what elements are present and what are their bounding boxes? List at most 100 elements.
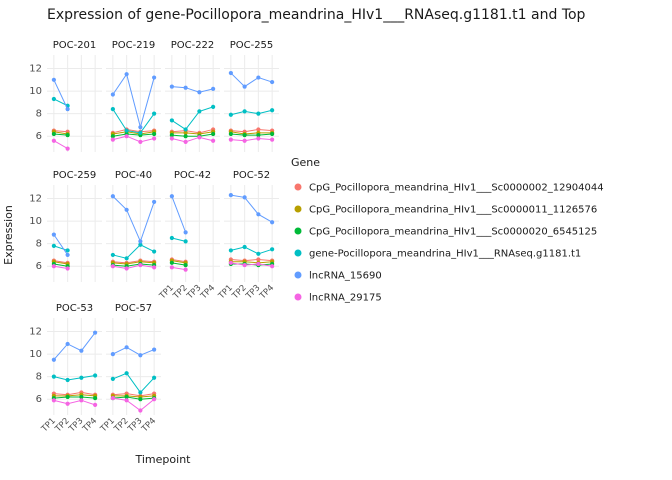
series-line	[53, 399, 96, 406]
data-point	[183, 230, 188, 235]
data-point	[256, 75, 261, 80]
data-point	[110, 92, 115, 97]
data-point	[256, 132, 261, 138]
facet-panel: POC-219	[106, 40, 161, 152]
x-tick-label: TP4	[139, 416, 158, 435]
series-line	[112, 372, 155, 394]
legend-item: lncRNA_15690	[294, 271, 382, 282]
facet-label: POC-219	[112, 40, 156, 51]
data-point	[65, 394, 70, 400]
series-line	[53, 131, 68, 135]
chart-title: Expression of gene-Pocillopora_meandrina…	[47, 7, 586, 23]
y-axis-title: Expression	[2, 205, 15, 265]
data-point	[152, 347, 157, 352]
facet-panel: POC-259 6 8 10 12	[29, 170, 102, 282]
y-tick-label: 6	[36, 261, 42, 272]
series-line	[112, 260, 155, 264]
data-point	[228, 112, 233, 117]
series-line	[230, 261, 273, 264]
data-point	[110, 264, 115, 269]
data-point	[79, 375, 84, 380]
data-point	[183, 127, 188, 132]
data-point	[110, 376, 115, 382]
legend-item-label: gene-Pocillopora_meandrina_HIv1___RNAseq…	[309, 249, 581, 260]
data-point	[138, 390, 143, 395]
x-tick-label: TP4	[257, 283, 276, 302]
data-point	[124, 371, 129, 376]
legend-key-dot-icon	[294, 293, 302, 301]
data-point	[228, 193, 233, 198]
series-line	[230, 133, 273, 136]
data-point	[138, 408, 143, 413]
facet-label: POC-42	[174, 170, 211, 181]
data-point	[197, 109, 202, 114]
series-line	[112, 135, 155, 143]
data-point	[152, 397, 157, 402]
data-point	[228, 260, 233, 265]
data-point	[124, 72, 129, 77]
data-point	[211, 138, 216, 143]
data-point	[270, 131, 275, 137]
series-line	[112, 261, 155, 265]
series-line	[53, 133, 68, 136]
data-point	[256, 257, 261, 262]
data-point	[124, 266, 129, 271]
data-point	[65, 107, 70, 112]
data-point	[270, 247, 275, 252]
data-point	[256, 261, 261, 267]
data-point	[138, 397, 143, 402]
series-line	[230, 246, 273, 255]
data-point	[197, 135, 202, 140]
data-point	[169, 118, 174, 123]
data-point	[65, 341, 70, 347]
data-point	[152, 199, 157, 205]
data-point	[183, 130, 188, 135]
legend-key-dot-icon	[294, 249, 302, 257]
series-line	[230, 109, 273, 116]
data-point	[270, 79, 275, 85]
legend-item: CpG_Pocillopora_meandrina_HIv1___Sc00000…	[294, 227, 597, 238]
data-point	[110, 351, 115, 357]
data-point	[124, 134, 129, 139]
data-point	[51, 357, 56, 362]
data-point	[242, 109, 247, 114]
data-point	[51, 374, 56, 379]
data-point	[124, 128, 129, 133]
data-point	[183, 267, 188, 272]
data-point	[65, 266, 70, 271]
data-point	[256, 251, 261, 256]
series-line	[53, 394, 96, 397]
series-line	[112, 244, 155, 259]
series-line	[112, 346, 155, 356]
data-point	[169, 132, 174, 138]
series-line	[53, 375, 96, 381]
data-point	[138, 139, 143, 144]
data-point	[228, 137, 233, 142]
data-point	[51, 398, 56, 403]
data-point	[65, 146, 70, 151]
series-line	[112, 72, 155, 130]
series-line	[230, 194, 273, 223]
data-point	[211, 104, 216, 109]
data-point	[152, 131, 157, 137]
legend-item-label: lncRNA_29175	[309, 293, 382, 304]
y-tick-label: 12	[29, 327, 42, 338]
series-line	[53, 263, 68, 267]
series-line	[112, 108, 155, 134]
series-line	[171, 128, 214, 134]
data-point	[93, 395, 98, 401]
data-point	[65, 252, 70, 258]
series-line	[112, 396, 155, 400]
data-point	[256, 136, 261, 141]
series-line	[171, 260, 186, 264]
data-point	[138, 125, 143, 130]
data-point	[242, 195, 247, 200]
data-point	[138, 353, 143, 358]
data-point	[110, 252, 115, 258]
data-point	[152, 375, 157, 380]
series-line	[53, 234, 69, 256]
series-line	[112, 133, 155, 137]
